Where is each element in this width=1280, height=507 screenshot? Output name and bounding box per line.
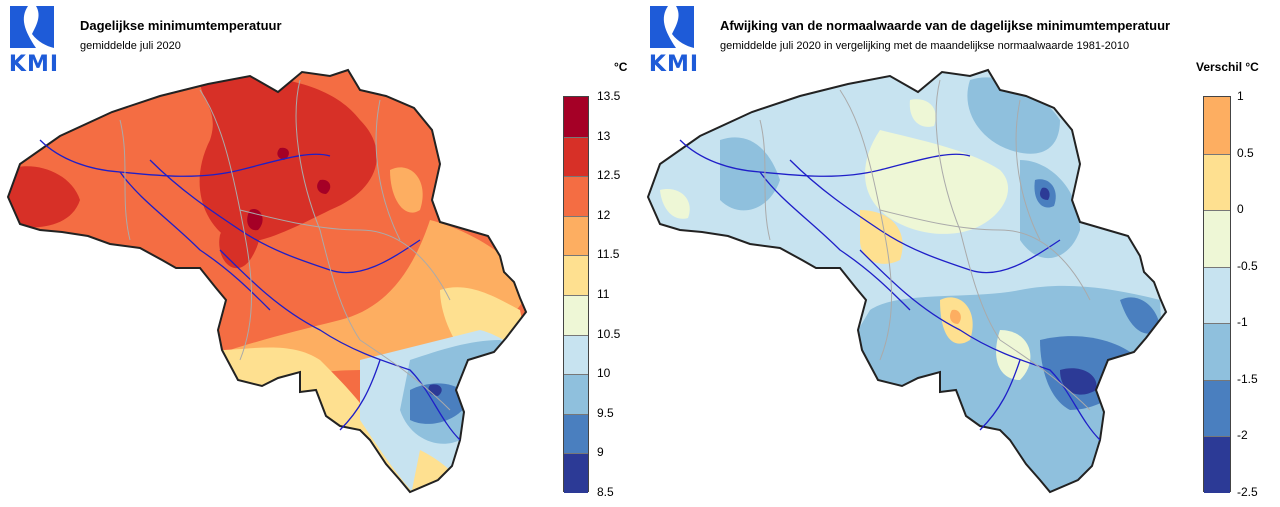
legend-swatch [1204, 97, 1230, 154]
legend-swatch [564, 374, 588, 414]
map-subtitle: gemiddelde juli 2020 [80, 40, 181, 52]
legend-tick-label: -2.5 [1237, 485, 1258, 499]
kmi-logo-mark [10, 6, 54, 48]
kmi-logo-mark [650, 6, 694, 48]
legend-tick-label: 0.5 [1237, 145, 1254, 160]
legend-swatch [564, 413, 588, 454]
legend-tick-label: 8.5 [597, 485, 614, 499]
province-borders [759, 79, 1091, 411]
legend-tick-label: 10.5 [597, 326, 621, 341]
legend-tick-label: 10 [597, 366, 611, 381]
belgium-min-temperature-map [6, 68, 528, 494]
legend-swatch [564, 255, 588, 295]
legend-swatch [1204, 153, 1230, 211]
legend-swatch [564, 97, 588, 137]
legend-swatch [564, 136, 588, 177]
legend-tick-label: 0 [1237, 202, 1244, 217]
legend-swatch [1204, 266, 1230, 324]
minimum-temperature-panel: KMI Dagelijkse minimumtemperatuur gemidd… [6, 4, 628, 499]
legend-swatch [1204, 210, 1230, 267]
legend-unit: °C [614, 60, 628, 74]
map-title: Afwijking van de normaalwaarde van de da… [720, 18, 1171, 33]
kmi-logo-text: KMI [648, 52, 700, 77]
kmi-logo-text: KMI [8, 52, 60, 77]
legend-tick-label: 12.5 [597, 168, 621, 183]
belgium-anomaly-map [646, 68, 1168, 494]
legend-swatch [1204, 436, 1230, 493]
legend-tick-label: 9 [597, 445, 604, 460]
legend-swatch [1204, 323, 1230, 380]
legend-tick-label: 12 [597, 207, 611, 222]
kmi-logo: KMI [646, 4, 698, 77]
legend-swatch [564, 215, 588, 256]
legend-swatch [564, 294, 588, 335]
legend-swatch [564, 453, 588, 493]
legend-tick-label: 13.5 [597, 89, 621, 103]
map-title: Dagelijkse minimumtemperatuur [80, 18, 282, 33]
legend-tick-label: -1.5 [1237, 371, 1258, 386]
legend-tick-label: -1 [1237, 315, 1248, 330]
rivers [39, 139, 461, 441]
legend-swatch [564, 334, 588, 375]
legend-swatch [1204, 379, 1230, 437]
province-borders [119, 79, 451, 411]
kmi-logo: KMI [6, 4, 58, 77]
temperature-color-legend [563, 96, 589, 493]
anomaly-panel: KMI Afwijking van de normaalwaarde van d… [640, 0, 1280, 507]
anomaly-color-legend [1203, 96, 1231, 493]
rivers [679, 139, 1101, 441]
map-subtitle: gemiddelde juli 2020 in vergelijking met… [720, 40, 1130, 52]
legend-tick-label: 13 [597, 128, 611, 143]
legend-tick-label: -0.5 [1237, 258, 1258, 273]
legend-tick-label: 11 [597, 287, 610, 301]
legend-tick-label: 9.5 [597, 405, 614, 420]
legend-tick-label: -2 [1237, 428, 1248, 443]
legend-unit: Verschil °C [1196, 60, 1259, 74]
legend-swatch [564, 176, 588, 216]
legend-tick-label: 1 [1237, 89, 1244, 103]
legend-tick-label: 11.5 [597, 247, 620, 262]
